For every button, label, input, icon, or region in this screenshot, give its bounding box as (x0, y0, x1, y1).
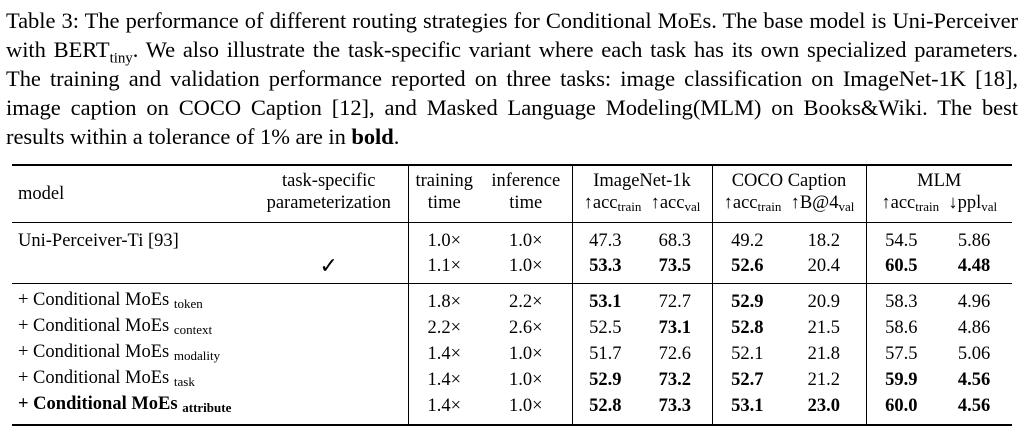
cell-value: 4.56 (957, 370, 991, 390)
header-coco: COCO Caption ↑acctrain ↑B@4val (712, 166, 867, 223)
header-training-time: training time (415, 171, 474, 213)
row-model: + Conditional MoEs task (18, 368, 195, 389)
cell-value: 73.1 (638, 315, 713, 341)
header-task-specific: task-specific parameterization (250, 166, 409, 223)
cell-value: 72.7 (638, 289, 713, 315)
cell-infer-time: 2.6× (480, 315, 573, 341)
cell-train-time: 1.0× (427, 230, 462, 251)
sub-header-3: ↑B@4val (790, 193, 855, 214)
cell-value: 51.7 (589, 344, 622, 364)
header-row: model task-specific parameterization trai… (12, 166, 1012, 223)
header-inference-time: inference time (480, 166, 573, 223)
cell-train-time: 2.2× (427, 318, 462, 338)
cell-value: 49.2 (731, 230, 764, 251)
header-model: model (18, 184, 65, 204)
cell-value: 21.2 (782, 367, 867, 393)
cell-value: 52.7 (731, 370, 764, 390)
cell-value: 21.5 (782, 315, 867, 341)
cell-infer-time: 1.0× (480, 341, 573, 367)
cell-value: 52.9 (589, 370, 622, 390)
cell-value: 58.6 (885, 318, 918, 338)
cell-infer-time: 1.0× (480, 253, 573, 278)
cell-value: 53.3 (589, 255, 622, 276)
cell-train-time: 1.8× (427, 292, 462, 312)
table-row: + Conditional MoEs task 1.4× 1.0× 52.9 7… (12, 367, 1012, 393)
sub-header-5: ↓pplval (948, 193, 998, 214)
cell-value: 52.1 (731, 344, 764, 364)
cell-train-time: 1.4× (427, 344, 462, 364)
cell-train-time: 1.4× (427, 370, 462, 390)
caption-end: . (393, 124, 400, 149)
header-imagenet: ImageNet-1k ↑acctrain ↑accval (572, 166, 713, 223)
checkmark-icon: ✓ (250, 253, 409, 278)
cell-value: 60.5 (885, 255, 918, 276)
table-row: + Conditional MoEs token 1.8× 2.2× 53.1 … (12, 289, 1012, 315)
cell-value: 57.5 (885, 344, 918, 364)
caption-bold-word: bold (351, 124, 394, 149)
cell-value: 20.4 (782, 253, 867, 278)
cell-value: 4.56 (957, 396, 991, 416)
sub-header-2: ↑acctrain (723, 193, 782, 214)
cell-value: 58.3 (885, 292, 918, 312)
cell-value: 73.5 (638, 253, 713, 278)
cell-value: 18.2 (782, 228, 867, 253)
table-caption: Table 3: The performance of different ro… (6, 6, 1018, 151)
cell-value: 60.0 (885, 396, 918, 416)
table-row: ✓ 1.1× 1.0× 53.3 73.5 52.6 20.4 60.5 4.4… (12, 253, 1012, 278)
cell-value: 73.2 (638, 367, 713, 393)
cell-infer-time: 1.0× (480, 367, 573, 393)
caption-text-1: Table 3: The performance of different ro… (6, 8, 1018, 62)
cell-value: 52.8 (731, 318, 764, 338)
sub-header-4: ↑acctrain (881, 193, 940, 214)
cell-value: 53.1 (731, 396, 764, 416)
cell-train-time: 1.4× (427, 396, 462, 416)
table-row: Uni-Perceiver-Ti [93] 1.0× 1.0× 47.3 68.… (12, 228, 1012, 253)
cell-value: 52.9 (731, 292, 764, 312)
cell-value: 5.86 (957, 230, 991, 251)
caption-subscript: tiny (109, 50, 133, 67)
cell-value: 59.9 (885, 370, 918, 390)
cell-value: 21.8 (782, 341, 867, 367)
cell-value: 5.06 (957, 344, 991, 364)
row-model: + Conditional MoEs modality (18, 342, 221, 363)
sub-header-1: ↑accval (650, 193, 701, 214)
sub-header-0: ↑acctrain (583, 193, 642, 214)
cell-value: 4.96 (957, 292, 991, 312)
cell-train-time: 1.1× (427, 255, 462, 276)
cell-infer-time: 2.2× (480, 289, 573, 315)
cell-value: 4.86 (957, 318, 991, 338)
row-model: + Conditional MoEs token (18, 290, 203, 311)
cell-value: 20.9 (782, 289, 867, 315)
cell-value: 52.6 (731, 255, 764, 276)
cell-value: 52.5 (589, 318, 622, 338)
cell-value: 23.0 (782, 393, 867, 419)
row-model: + Conditional MoEs context (18, 316, 213, 337)
header-mlm: MLM ↑acctrain ↓pplval (881, 171, 998, 214)
cell-infer-time: 1.0× (480, 228, 573, 253)
cell-value: 4.48 (957, 255, 991, 276)
row-model: + Conditional MoEs attribute (18, 394, 232, 415)
table-row: + Conditional MoEs attribute 1.4× 1.0× 5… (12, 393, 1012, 419)
table-row: + Conditional MoEs modality 1.4× 1.0× 51… (12, 341, 1012, 367)
caption-text-2: . We also illustrate the task-specific v… (6, 37, 1018, 149)
table-row: + Conditional MoEs context 2.2× 2.6× 52.… (12, 315, 1012, 341)
cell-value: 73.3 (638, 393, 713, 419)
cell-value: 52.8 (589, 396, 622, 416)
cell-value: 68.3 (638, 228, 713, 253)
row-model: Uni-Perceiver-Ti [93] (18, 230, 179, 251)
cell-infer-time: 1.0× (480, 393, 573, 419)
cell-value: 54.5 (885, 230, 918, 251)
cell-value: 47.3 (589, 230, 622, 251)
cell-value: 53.1 (589, 292, 622, 312)
results-table: model task-specific parameterization trai… (12, 164, 1012, 426)
cell-value: 72.6 (638, 341, 713, 367)
